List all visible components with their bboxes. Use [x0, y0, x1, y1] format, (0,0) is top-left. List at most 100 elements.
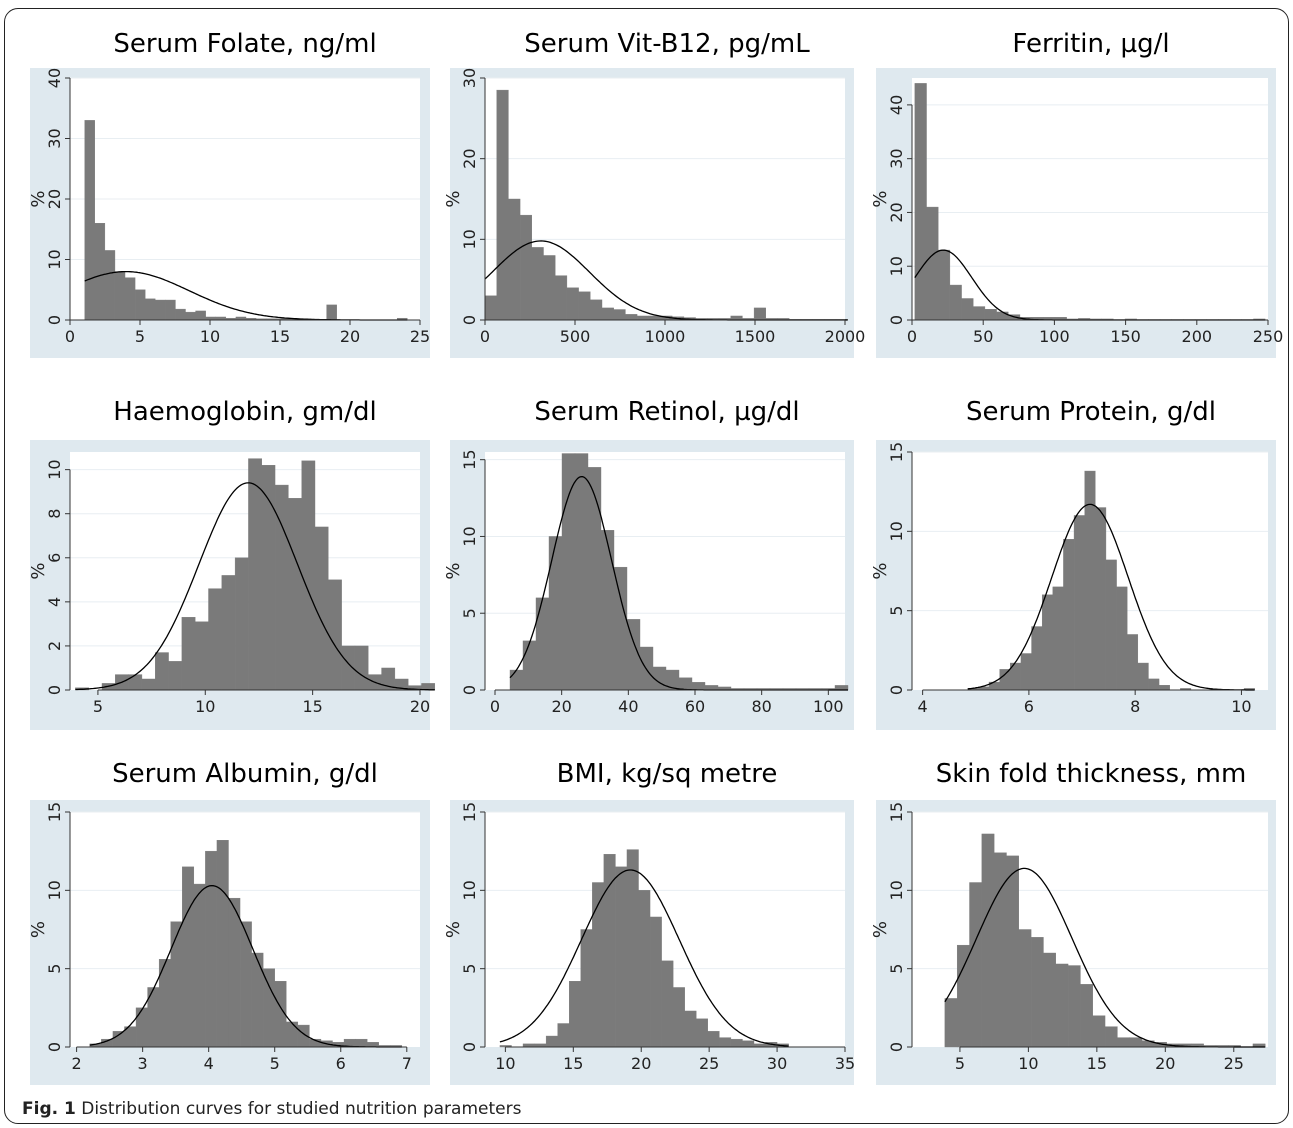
histogram-bar — [704, 685, 719, 691]
histogram-bar — [926, 206, 939, 321]
y-tick-label: 8 — [45, 509, 64, 519]
histogram-bar — [228, 897, 241, 1048]
x-tick-label: 1000 — [645, 327, 686, 346]
caption-text: Distribution curves for studied nutritio… — [81, 1099, 522, 1119]
histogram-bar — [613, 309, 626, 321]
x-tick-label: 10 — [495, 1054, 515, 1073]
histogram-bar — [208, 588, 223, 691]
y-tick-label: 10 — [460, 229, 479, 249]
histogram-bar — [508, 198, 521, 321]
y-tick-label: 5 — [45, 964, 64, 974]
x-tick-label: 30 — [767, 1054, 787, 1073]
histogram-bar — [221, 575, 236, 691]
histogram-bar — [569, 981, 581, 1048]
histogram-bar — [696, 1018, 708, 1048]
x-tick-label: 100 — [1039, 327, 1070, 346]
histogram-bar — [590, 299, 603, 321]
histogram-bar — [194, 621, 209, 691]
histogram-bar — [104, 250, 116, 321]
chart-title: Haemoglobin, gm/dl — [113, 397, 376, 427]
chart-title: Serum Folate, ng/ml — [113, 29, 376, 59]
y-axis-label: % — [443, 562, 464, 579]
normal-curve — [967, 503, 1255, 691]
chart-title: Serum Albumin, g/dl — [112, 759, 378, 789]
histogram-bar — [112, 1031, 125, 1048]
histogram-bar — [545, 1035, 558, 1048]
x-tick-label: 15 — [302, 697, 322, 716]
histogram-bar — [155, 652, 169, 691]
histogram-bar — [601, 307, 614, 321]
histogram-bar — [155, 299, 166, 321]
y-tick-label: 0 — [45, 1042, 64, 1052]
x-tick-label: 0 — [480, 327, 490, 346]
y-tick-label: 0 — [460, 1042, 479, 1052]
x-tick-label: 0 — [65, 327, 75, 346]
y-tick-label: 30 — [45, 128, 64, 148]
histogram-bar — [124, 277, 136, 321]
chart-title: Skin fold thickness, mm — [936, 759, 1247, 789]
histogram-bar — [615, 866, 628, 1048]
histogram-bar — [170, 921, 183, 1048]
histogram-bar — [1055, 963, 1069, 1048]
y-tick-label: 10 — [887, 521, 906, 541]
x-tick-label: 10 — [195, 697, 215, 716]
histogram-bar — [1126, 634, 1139, 691]
x-tick-label: 250 — [1253, 327, 1284, 346]
histogram-bar — [938, 249, 951, 321]
histogram-bar — [981, 833, 995, 1048]
histogram-panel: 0 500 1000 1500 2000 0 10 20 30% Serum Vit-B12, p… — [443, 29, 865, 358]
x-tick-label: 60 — [685, 697, 705, 716]
x-tick-label: 15 — [1087, 1054, 1107, 1073]
y-tick-label: 40 — [45, 68, 64, 88]
histogram-panel: 0 50 100 150 200 250 0 10 20 30 40% Ferritin, µg/l — [870, 29, 1283, 358]
y-tick-label: 5 — [887, 606, 906, 616]
figure-frame — [4, 8, 1289, 1124]
histogram-bar — [626, 849, 639, 1048]
histogram-bar — [185, 311, 196, 321]
x-tick-label: 4 — [204, 1054, 214, 1073]
histogram-bar — [730, 1038, 743, 1048]
plot-area — [912, 78, 1268, 320]
histogram-bar — [649, 916, 662, 1048]
histogram-bar — [1043, 952, 1056, 1048]
x-tick-label: 6 — [1024, 697, 1034, 716]
histogram-bar — [484, 295, 497, 321]
histogram-bar — [251, 952, 264, 1048]
histogram-panel: 5 10 15 20 25 0 5 10 15% Skin fold thickness, mm — [870, 759, 1276, 1085]
histogram-bar — [328, 579, 342, 691]
x-tick-label: 10 — [1231, 697, 1251, 716]
histogram-bar — [691, 682, 706, 691]
y-tick-label: 30 — [460, 68, 479, 88]
x-tick-label: 200 — [1182, 327, 1213, 346]
y-tick-label: 6 — [45, 553, 64, 563]
histogram-bar — [134, 289, 146, 321]
histogram-bar — [638, 890, 651, 1048]
histogram-bar — [753, 307, 766, 321]
x-tick-label: 10 — [200, 327, 220, 346]
y-axis-label: % — [443, 190, 464, 207]
histogram-bar — [234, 557, 249, 691]
histogram-bar — [1018, 929, 1032, 1048]
histogram-bar — [1104, 1026, 1118, 1048]
x-tick-label: 20 — [410, 697, 430, 716]
x-tick-label: 10 — [1018, 1054, 1038, 1073]
histogram-bar — [314, 526, 329, 691]
histogram-bar — [165, 299, 176, 321]
histogram-bar — [354, 645, 369, 691]
chart-title: Ferritin, µg/l — [1012, 29, 1169, 59]
histogram-bar — [355, 1038, 368, 1048]
y-tick-label: 15 — [887, 802, 906, 822]
histogram-bar — [144, 298, 156, 321]
histogram-bar — [1006, 855, 1020, 1048]
histogram-bar — [719, 1037, 732, 1048]
normal-curve — [89, 884, 402, 1048]
histogram-panel: 5 10 15 20 0 2 4 6 8 10% Haemoglobin, gm/dl — [28, 397, 436, 730]
histogram-bar — [141, 678, 156, 691]
histogram-bar — [262, 968, 275, 1048]
histogram-bar — [168, 661, 183, 691]
y-tick-label: 15 — [45, 802, 64, 822]
histogram-bar — [286, 1021, 299, 1048]
y-tick-label: 10 — [45, 459, 64, 479]
y-tick-label: 15 — [460, 802, 479, 822]
normal-curve — [75, 482, 435, 691]
